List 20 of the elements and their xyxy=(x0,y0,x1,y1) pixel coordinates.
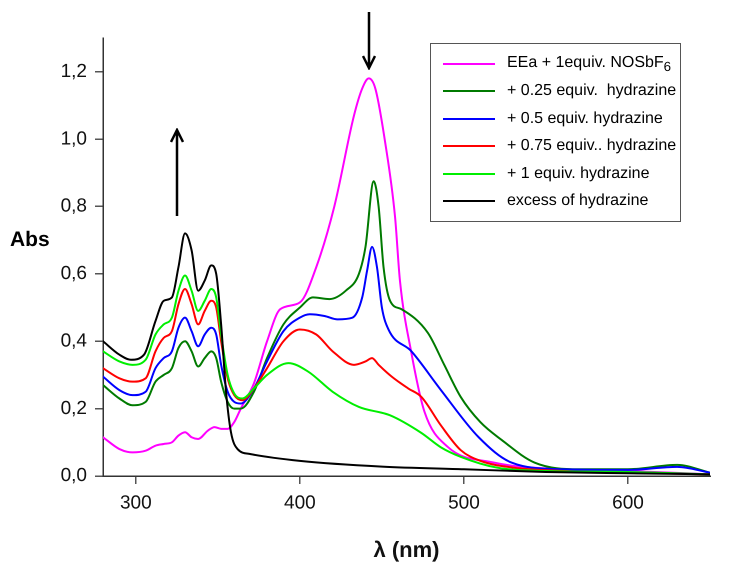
legend-label: + 0.25 equiv. hydrazine xyxy=(507,82,676,100)
y-tick-label: 1,0 xyxy=(60,128,87,150)
line-series xyxy=(103,180,710,474)
y-tick-label: 0,8 xyxy=(60,196,87,217)
legend-label: + 1 equiv. hydrazine xyxy=(507,164,650,183)
y-tick-label: 1,2 xyxy=(60,60,87,82)
legend-label: + 0.5 equiv. hydrazine xyxy=(507,110,663,128)
x-axis-title: λ (nm) xyxy=(374,536,440,562)
x-tick-label: 600 xyxy=(612,492,644,514)
y-tick-label: 0,4 xyxy=(60,330,88,352)
y-axis-title: Abs xyxy=(10,228,50,252)
x-tick-label: 400 xyxy=(284,492,316,514)
x-tick-label: 300 xyxy=(120,492,152,514)
x-tick-label: 500 xyxy=(448,492,480,514)
y-tick-label: 0,6 xyxy=(60,263,87,284)
y-tick-label: 0,2 xyxy=(60,398,87,419)
y-tick-label: 0,0 xyxy=(60,465,87,486)
legend-label: excess of hydrazine xyxy=(507,192,648,210)
legend-label: EEa + 1equiv. NOSbF$_{6}$ xyxy=(507,54,672,74)
legend-label: + 0.75 equiv.. hydrazine xyxy=(507,137,676,156)
